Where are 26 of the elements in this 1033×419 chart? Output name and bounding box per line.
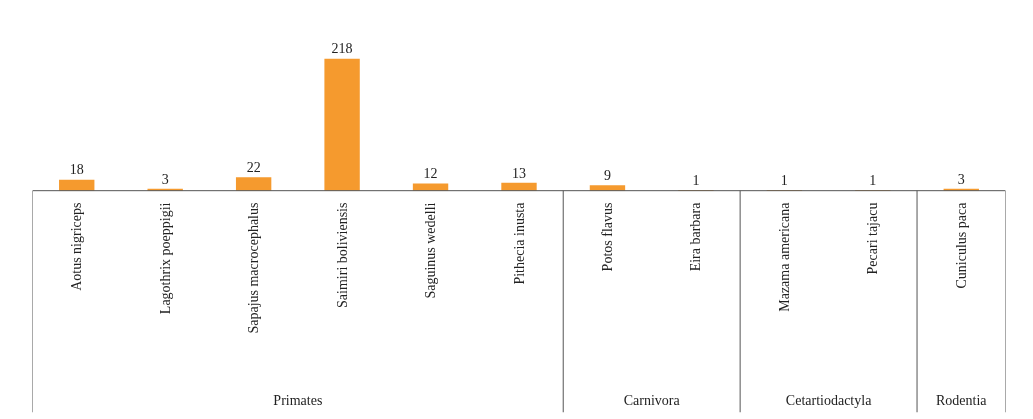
data-label: 18: [69, 162, 84, 178]
x-tick-label: Lagothrix poeppigii: [157, 202, 173, 315]
x-tick-label: Pithecia inusta: [511, 201, 527, 285]
x-tick-label: Cuniculus paca: [953, 201, 969, 289]
text: Primates: [273, 392, 323, 408]
x-tick-label: Pecari tajacu: [865, 202, 881, 275]
data-label: 12: [423, 166, 438, 182]
x-tick-label: Eira barbara: [688, 201, 704, 272]
data-label: 3: [161, 171, 169, 187]
data-label: 1: [869, 172, 877, 188]
x-tick-label: Potos flavus: [599, 202, 615, 272]
data-label: 1: [692, 172, 700, 188]
data-label: 218: [331, 41, 353, 57]
data-label: 1: [780, 172, 788, 188]
x-tick-label: Saguinus wedelli: [423, 202, 439, 299]
data-label: 13: [512, 165, 526, 181]
text: Rodentia: [936, 392, 988, 408]
text: Cetartiodactyla: [785, 392, 873, 408]
x-tick-label: Aotus nigriceps: [69, 202, 85, 291]
data-label: 3: [957, 171, 965, 187]
text: Carnivora: [623, 392, 681, 408]
x-tick-label: Mazama americana: [776, 201, 792, 312]
data-label: 9: [603, 167, 611, 183]
data-label: 22: [246, 160, 261, 176]
x-tick-label: Saimiri boliviensis: [334, 202, 350, 308]
x-tick-label: Sapajus macrocephalus: [246, 202, 262, 334]
